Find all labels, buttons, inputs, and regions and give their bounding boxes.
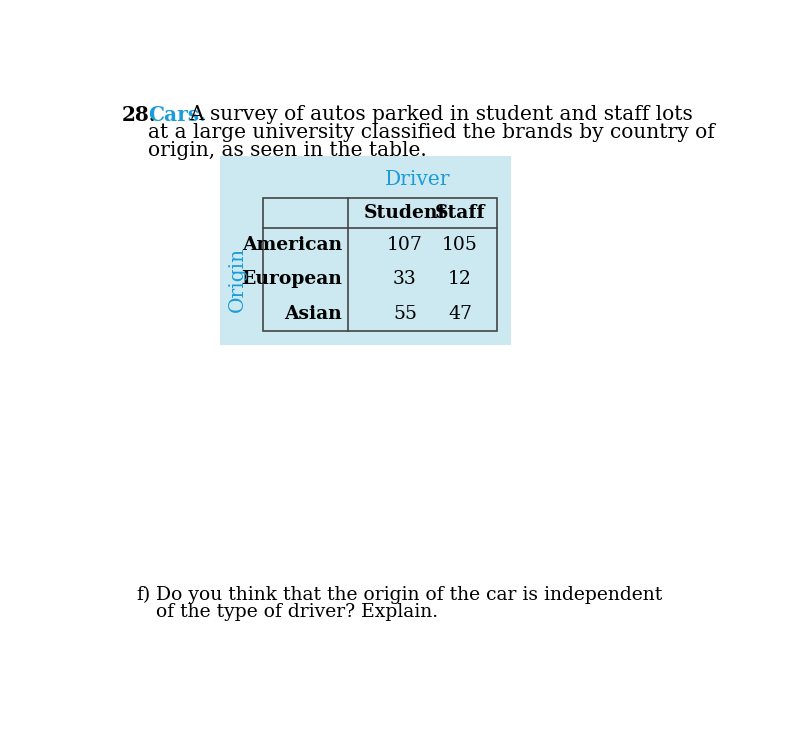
- Text: at a large university classified the brands by country of: at a large university classified the bra…: [148, 123, 715, 142]
- Text: Asian: Asian: [284, 305, 342, 323]
- Text: f): f): [136, 585, 150, 604]
- Text: American: American: [241, 235, 342, 254]
- Text: of the type of driver? Explain.: of the type of driver? Explain.: [156, 603, 438, 620]
- Text: 47: 47: [448, 305, 472, 323]
- Text: Student: Student: [363, 204, 446, 222]
- Text: 28.: 28.: [122, 105, 156, 125]
- Text: 55: 55: [392, 305, 416, 323]
- Text: European: European: [241, 270, 342, 288]
- Text: 33: 33: [392, 270, 416, 288]
- Text: Cars.: Cars.: [148, 105, 206, 125]
- Text: A survey of autos parked in student and staff lots: A survey of autos parked in student and …: [188, 105, 691, 124]
- Text: 105: 105: [441, 235, 477, 254]
- Text: 12: 12: [448, 270, 472, 288]
- Text: 107: 107: [387, 235, 423, 254]
- Text: Staff: Staff: [434, 204, 484, 222]
- FancyBboxPatch shape: [221, 156, 511, 345]
- Text: origin, as seen in the table.: origin, as seen in the table.: [148, 141, 427, 160]
- Text: Driver: Driver: [385, 170, 450, 189]
- Text: Origin: Origin: [228, 246, 247, 312]
- Text: Do you think that the origin of the car is independent: Do you think that the origin of the car …: [156, 585, 662, 604]
